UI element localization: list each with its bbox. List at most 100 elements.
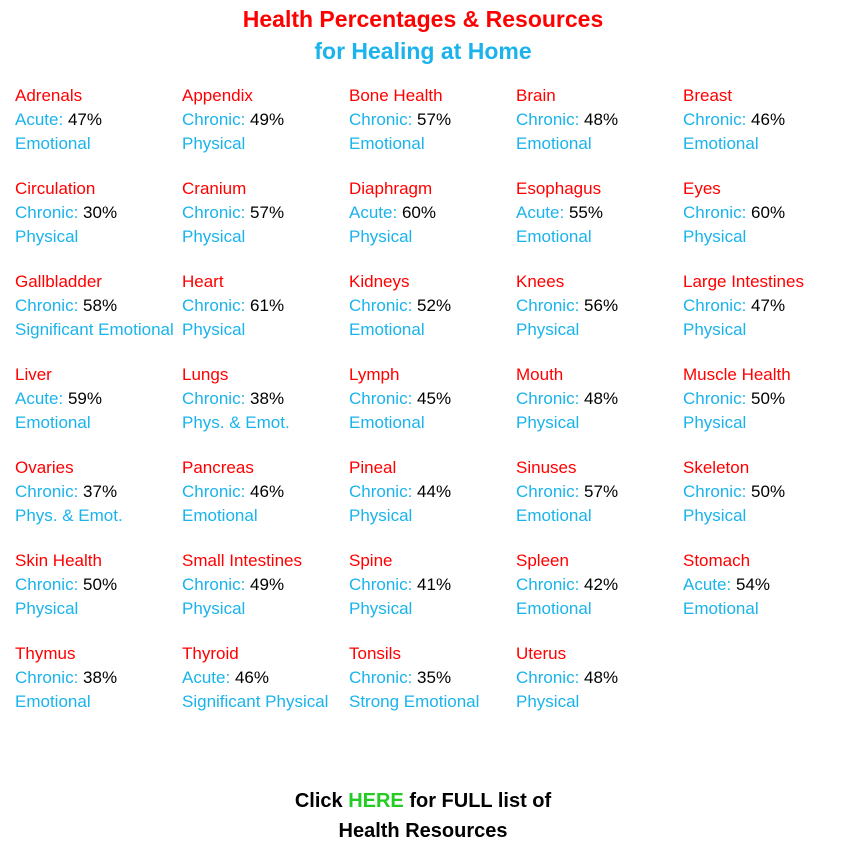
- health-item-stat: Acute: 46%: [182, 666, 349, 690]
- health-item-percent: 38%: [83, 668, 118, 687]
- health-item-stat: Chronic: 50%: [683, 387, 846, 411]
- health-item-category: Physical: [15, 599, 79, 618]
- health-item: Esophagus Acute: 55% Emotional: [516, 177, 683, 270]
- health-item-name: Spine: [349, 551, 393, 570]
- health-item-category: Significant Emotional: [15, 320, 174, 339]
- page-header: Health Percentages & Resources for Heali…: [0, 3, 846, 67]
- health-item-type: Chronic:: [349, 575, 413, 594]
- health-item-percent: 42%: [584, 575, 619, 594]
- health-item-name: Skeleton: [683, 458, 750, 477]
- health-item-type: Chronic:: [516, 575, 580, 594]
- health-item-percent: 45%: [417, 389, 452, 408]
- health-item-type: Acute:: [516, 203, 565, 222]
- health-item-percent: 47%: [751, 296, 786, 315]
- footer-prefix: Click: [294, 790, 343, 812]
- health-item-name: Bone Health: [349, 86, 443, 105]
- health-item-type: Chronic:: [15, 668, 79, 687]
- health-item-type: Chronic:: [683, 482, 747, 501]
- health-item: Heart Chronic: 61% Physical: [182, 270, 349, 363]
- health-item-percent: 60%: [751, 203, 786, 222]
- health-item-percent: 61%: [250, 296, 285, 315]
- health-item-category: Physical: [182, 227, 246, 246]
- health-item: Eyes Chronic: 60% Physical: [683, 177, 846, 270]
- health-item-percent: 50%: [751, 482, 786, 501]
- page-subtitle: for Healing at Home: [314, 38, 532, 64]
- health-item-stat: Acute: 55%: [516, 201, 683, 225]
- health-item-category: Physical: [15, 227, 79, 246]
- health-item-name: Kidneys: [349, 272, 410, 291]
- health-item-name: Ovaries: [15, 458, 74, 477]
- health-item-category: Emotional: [15, 134, 91, 153]
- health-item-percent: 50%: [83, 575, 118, 594]
- health-item-stat: Chronic: 35%: [349, 666, 516, 690]
- health-item-type: Acute:: [349, 203, 398, 222]
- health-item-category: Emotional: [516, 227, 592, 246]
- health-item: Ovaries Chronic: 37% Phys. & Emot.: [15, 456, 182, 549]
- health-item-stat: Acute: 54%: [683, 573, 846, 597]
- health-item-name: Thymus: [15, 644, 76, 663]
- health-item-stat: Chronic: 45%: [349, 387, 516, 411]
- health-item-percent: 54%: [735, 575, 770, 594]
- health-item: Diaphragm Acute: 60% Physical: [349, 177, 516, 270]
- health-item-stat: Chronic: 41%: [349, 573, 516, 597]
- health-item-name: Heart: [182, 272, 224, 291]
- health-item-category: Emotional: [182, 506, 258, 525]
- health-item-stat: Chronic: 48%: [516, 387, 683, 411]
- health-item-percent: 50%: [751, 389, 786, 408]
- health-item-percent: 38%: [250, 389, 285, 408]
- here-link[interactable]: HERE: [348, 790, 404, 812]
- health-item-type: Chronic:: [349, 110, 413, 129]
- health-item-name: Lungs: [182, 365, 229, 384]
- health-item-percent: 48%: [584, 110, 619, 129]
- health-item-name: Breast: [683, 86, 733, 105]
- health-item-stat: Chronic: 37%: [15, 480, 182, 504]
- health-item: Small Intestines Chronic: 49% Physical: [182, 549, 349, 642]
- health-item-name: Gallbladder: [15, 272, 102, 291]
- health-item: Cranium Chronic: 57% Physical: [182, 177, 349, 270]
- health-item-stat: Chronic: 46%: [683, 108, 846, 132]
- health-item-percent: 55%: [568, 203, 603, 222]
- health-item-name: Diaphragm: [349, 179, 433, 198]
- health-item-name: Cranium: [182, 179, 247, 198]
- health-item-name: Muscle Health: [683, 365, 791, 384]
- health-item-percent: 49%: [250, 575, 285, 594]
- health-item-percent: 49%: [250, 110, 285, 129]
- health-item-category: Physical: [683, 320, 747, 339]
- health-item-category: Emotional: [516, 506, 592, 525]
- health-item-name: Mouth: [516, 365, 564, 384]
- health-item: Skin Health Chronic: 50% Physical: [15, 549, 182, 642]
- health-item-percent: 46%: [751, 110, 786, 129]
- health-item-percent: 60%: [401, 203, 436, 222]
- health-item-category: Physical: [182, 599, 246, 618]
- health-items-grid: Adrenals Acute: 47% Emotional Appendix Chron…: [15, 84, 846, 735]
- health-item-stat: Chronic: 44%: [349, 480, 516, 504]
- health-item-category: Emotional: [349, 320, 425, 339]
- health-item: Adrenals Acute: 47% Emotional: [15, 84, 182, 177]
- health-item-name: Circulation: [15, 179, 96, 198]
- health-item-type: Acute:: [15, 110, 64, 129]
- health-item: Circulation Chronic: 30% Physical: [15, 177, 182, 270]
- health-item-percent: 46%: [250, 482, 285, 501]
- health-item-name: Liver: [15, 365, 52, 384]
- health-item-percent: 48%: [584, 668, 619, 687]
- health-item-type: Chronic:: [15, 296, 79, 315]
- health-item-type: Acute:: [182, 668, 231, 687]
- health-item-type: Chronic:: [516, 296, 580, 315]
- health-item: Knees Chronic: 56% Physical: [516, 270, 683, 363]
- health-item-type: Chronic:: [182, 389, 246, 408]
- health-item-type: Chronic:: [15, 575, 79, 594]
- health-item-stat: Chronic: 52%: [349, 294, 516, 318]
- health-item-stat: Chronic: 57%: [516, 480, 683, 504]
- health-item-stat: Acute: 60%: [349, 201, 516, 225]
- health-item-stat: Chronic: 49%: [182, 108, 349, 132]
- health-item-stat: Chronic: 57%: [349, 108, 516, 132]
- health-item-type: Chronic:: [516, 110, 580, 129]
- health-item-type: Chronic:: [516, 389, 580, 408]
- health-item-category: Physical: [516, 413, 580, 432]
- health-item-type: Chronic:: [349, 296, 413, 315]
- health-item-stat: Chronic: 42%: [516, 573, 683, 597]
- health-item-percent: 41%: [417, 575, 452, 594]
- health-item-category: Emotional: [683, 599, 759, 618]
- health-item-type: Chronic:: [349, 668, 413, 687]
- health-item-percent: 56%: [584, 296, 619, 315]
